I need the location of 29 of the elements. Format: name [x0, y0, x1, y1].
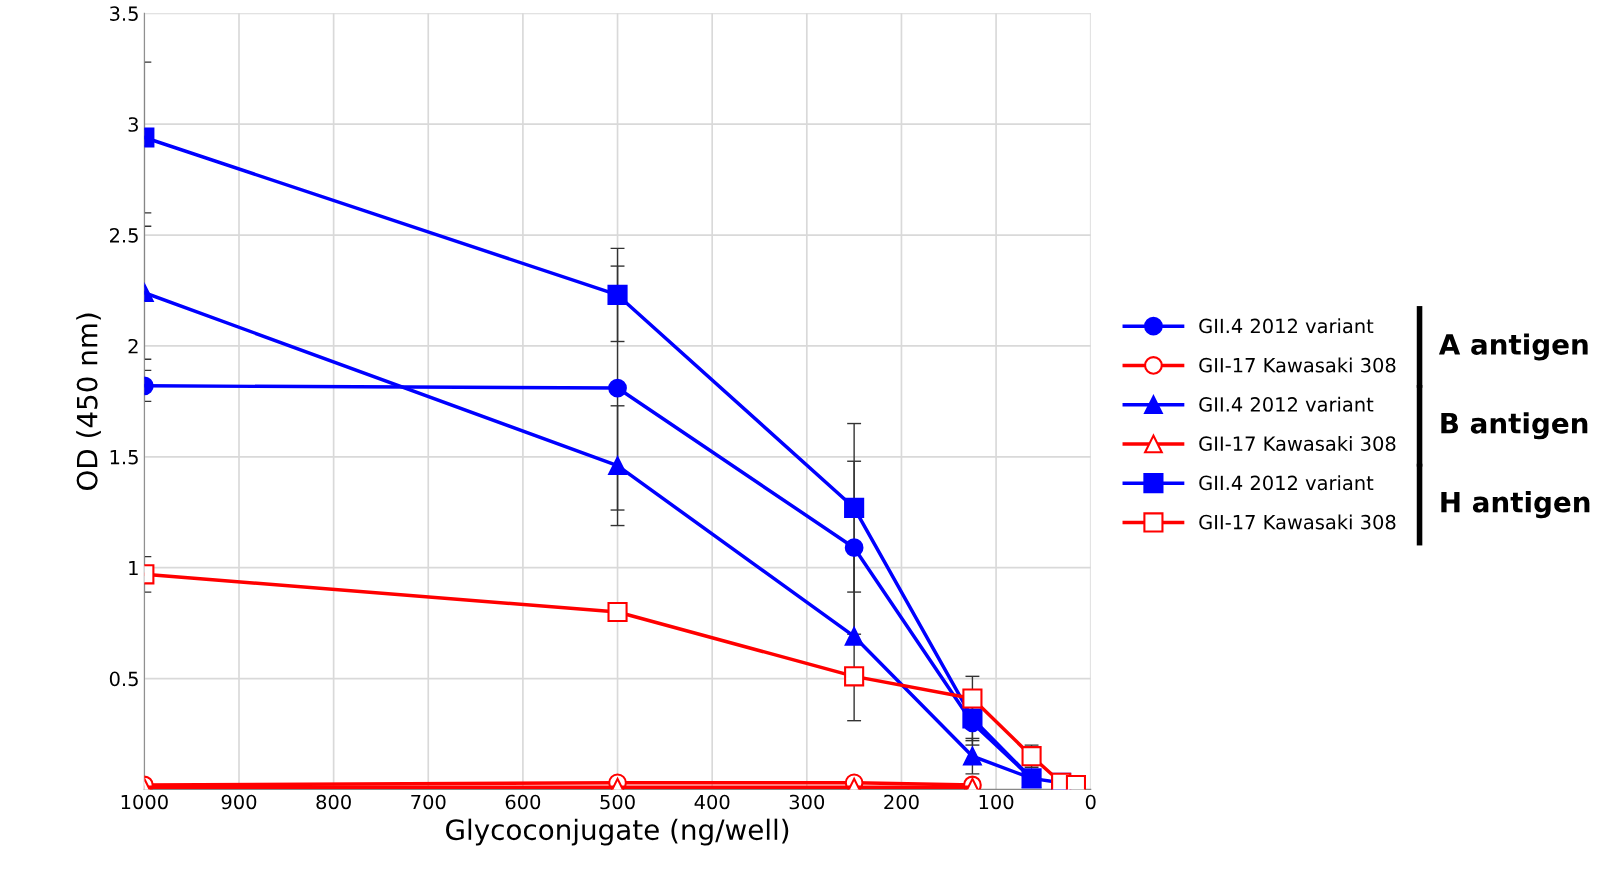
- text: B antigen: [1441, 412, 1588, 440]
- text: A antigen: [1438, 333, 1588, 361]
- y-tick-label: 2: [128, 338, 138, 354]
- x-tick-label: 300: [789, 794, 825, 810]
- y-tick-label: 3.5: [110, 6, 138, 21]
- x-axis-title: Glycoconjugate (ng/well): [446, 818, 789, 846]
- legend-label: GII.4 2012 variant: [1199, 318, 1374, 334]
- x-tick-label: 700: [411, 794, 446, 810]
- y-tick-label: 3: [128, 117, 138, 132]
- legend-label: GII.4 2012 variant: [1199, 396, 1374, 412]
- y-tick-label: 1: [129, 560, 138, 576]
- x-tick-label: 800: [316, 794, 351, 810]
- y-tick-label: 1.5: [110, 450, 138, 465]
- x-tick-label: 500: [600, 794, 635, 810]
- text: H antigen: [1441, 491, 1590, 519]
- legend-label: GII.4 2012 variant: [1199, 475, 1374, 491]
- x-tick-label: 600: [505, 794, 541, 810]
- y-tick-label: 0.5: [109, 671, 138, 687]
- x-tick-label: 900: [221, 794, 257, 810]
- y-tick-label: 2.5: [110, 228, 138, 243]
- y-axis-title: OD (450 nm): [76, 313, 101, 490]
- x-tick-label: 200: [884, 794, 919, 810]
- legend-label: GII-17 Kawasaki 308: [1199, 514, 1396, 530]
- x-tick-label: 0: [1085, 794, 1096, 810]
- legend-label: GII-17 Kawasaki 308: [1199, 357, 1396, 373]
- x-tick-label: 400: [694, 794, 730, 810]
- legend-label: GII-17 Kawasaki 308: [1199, 435, 1396, 452]
- x-tick-label: 1000: [121, 794, 168, 810]
- x-tick-label: 100: [979, 794, 1014, 810]
